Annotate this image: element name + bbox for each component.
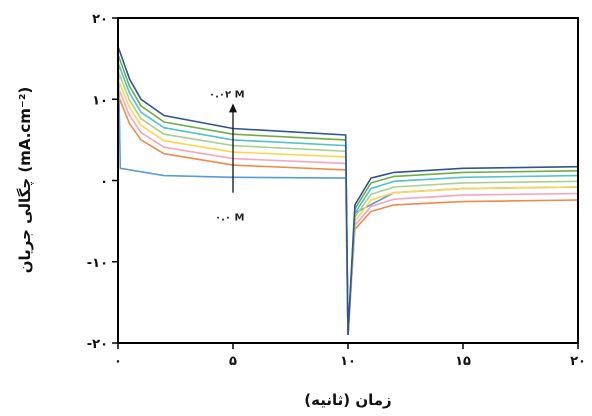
x-tick-label-4: ۲۰ (570, 354, 586, 369)
x-axis-title: زمان (ثانیه) (304, 391, 391, 409)
y-tick-label-4: -۲۰ (87, 337, 108, 352)
y-tick-label-1: ۱۰ (92, 93, 108, 108)
x-tick-label-2: ۱۰ (340, 354, 356, 369)
concentration-arrow-head (229, 103, 237, 113)
y-axis-title: چگالی جریان (mA.cm⁻²) (16, 87, 35, 274)
x-tick-label-3: ۱۵ (455, 354, 471, 369)
series-line-8 (117, 46, 579, 335)
y-tick-label-2: ۰ (100, 175, 108, 190)
x-ticks: ۰ ۵ ۱۰ ۱۵ ۲۰ (114, 343, 586, 369)
bottom-concentration-label: ۰.۰ M (215, 213, 244, 224)
top-concentration-label: ۰.۰۲ M (209, 89, 245, 100)
y-tick-label-3: -۱۰ (87, 256, 108, 271)
y-ticks: ۲۰ ۱۰ ۰ -۱۰ -۲۰ (87, 12, 118, 352)
y-tick-label-0: ۲۰ (92, 12, 108, 27)
series-layer (117, 42, 579, 335)
annotations: ۰.۰۲ M ۰.۰ M (209, 89, 245, 223)
x-tick-label-1: ۵ (229, 354, 237, 369)
x-tick-label-0: ۰ (114, 354, 122, 369)
